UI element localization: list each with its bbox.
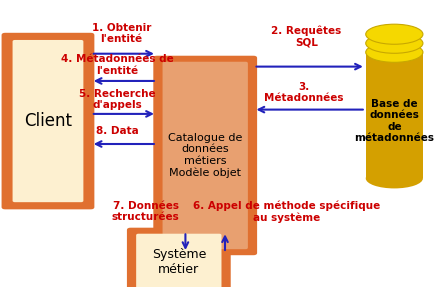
Text: Système
métier: Système métier (152, 247, 206, 276)
FancyBboxPatch shape (12, 40, 83, 202)
FancyBboxPatch shape (2, 33, 94, 209)
FancyBboxPatch shape (154, 56, 257, 255)
Text: Catalogue de
données
métiers
Modèle objet: Catalogue de données métiers Modèle obje… (168, 133, 243, 178)
Bar (366, 52, 423, 178)
FancyBboxPatch shape (162, 62, 248, 249)
Ellipse shape (366, 24, 423, 44)
Text: 3.
Métadonnées: 3. Métadonnées (264, 82, 344, 103)
Text: 7. Données
structurées: 7. Données structurées (112, 200, 180, 222)
FancyBboxPatch shape (136, 234, 222, 288)
Ellipse shape (366, 168, 423, 188)
Text: Client: Client (24, 112, 72, 130)
Ellipse shape (366, 33, 423, 53)
FancyBboxPatch shape (127, 228, 231, 288)
Text: 6. Appel de méthode spécifique
au système: 6. Appel de méthode spécifique au systèm… (193, 200, 380, 223)
Ellipse shape (366, 42, 423, 62)
Text: 5. Recherche
d'appels: 5. Recherche d'appels (79, 89, 156, 110)
Text: Base de
données
de
métadonnées: Base de données de métadonnées (354, 99, 434, 143)
Text: 4. Métadonnées de
l'entité: 4. Métadonnées de l'entité (61, 54, 174, 76)
Text: 8. Data: 8. Data (96, 126, 139, 136)
Text: 2. Requêtes
SQL: 2. Requêtes SQL (271, 25, 341, 48)
Text: 1. Obtenir
l'entité: 1. Obtenir l'entité (92, 23, 151, 44)
